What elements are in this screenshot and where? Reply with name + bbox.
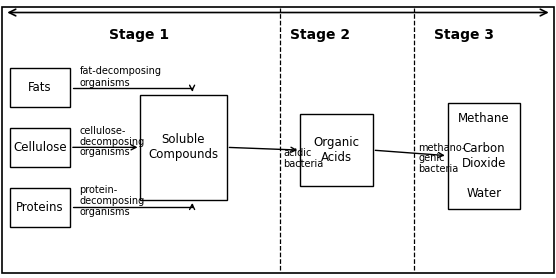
Text: decomposing: decomposing bbox=[80, 137, 145, 147]
Text: protein-: protein- bbox=[80, 185, 118, 195]
Text: cellulose-: cellulose- bbox=[80, 126, 126, 136]
Text: Stage 1: Stage 1 bbox=[109, 28, 169, 42]
Text: Organic
Acids: Organic Acids bbox=[314, 136, 359, 164]
Text: acidic: acidic bbox=[284, 148, 312, 158]
Text: fat-decomposing: fat-decomposing bbox=[80, 66, 161, 76]
Text: organisms: organisms bbox=[80, 78, 130, 88]
Text: Soluble
Compounds: Soluble Compounds bbox=[148, 133, 219, 161]
Text: Fats: Fats bbox=[28, 81, 52, 94]
Text: genic: genic bbox=[418, 153, 445, 163]
Text: bacteria: bacteria bbox=[418, 164, 458, 174]
Text: Stage 2: Stage 2 bbox=[290, 28, 350, 42]
FancyBboxPatch shape bbox=[300, 114, 373, 186]
FancyBboxPatch shape bbox=[10, 68, 70, 107]
Text: organisms: organisms bbox=[80, 147, 130, 157]
Text: methano-: methano- bbox=[418, 143, 465, 153]
FancyBboxPatch shape bbox=[10, 188, 70, 227]
Text: Stage 3: Stage 3 bbox=[434, 28, 494, 42]
Text: Proteins: Proteins bbox=[16, 201, 64, 214]
Text: decomposing: decomposing bbox=[80, 196, 145, 206]
FancyBboxPatch shape bbox=[448, 103, 520, 208]
FancyBboxPatch shape bbox=[10, 128, 70, 167]
Text: Methane

Carbon
Dioxide

Water: Methane Carbon Dioxide Water bbox=[458, 112, 509, 200]
Text: Cellulose: Cellulose bbox=[13, 141, 67, 154]
Text: organisms: organisms bbox=[80, 207, 130, 217]
Text: bacteria: bacteria bbox=[284, 159, 324, 169]
FancyBboxPatch shape bbox=[141, 95, 227, 200]
